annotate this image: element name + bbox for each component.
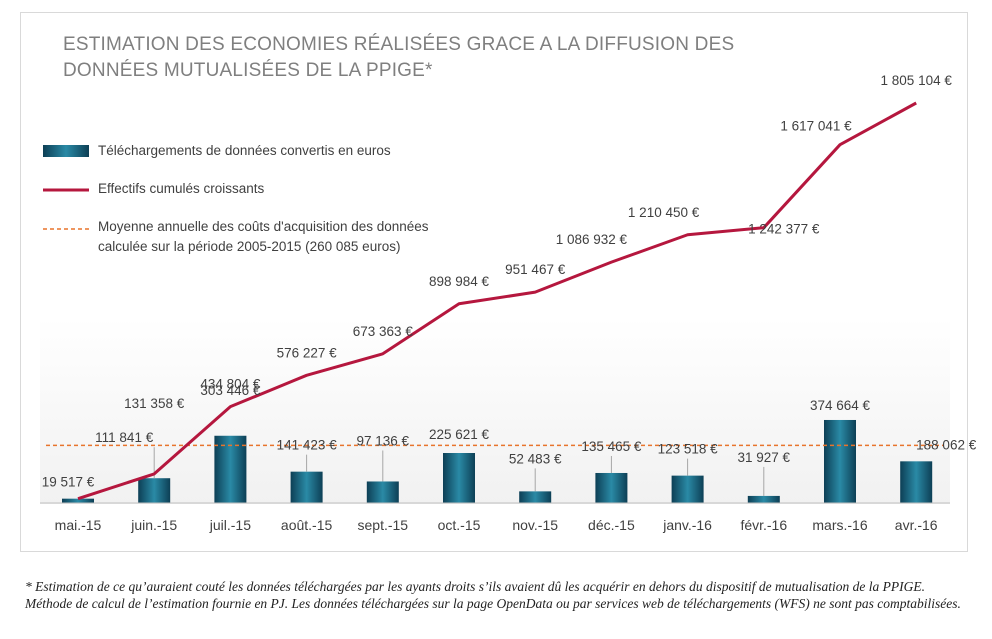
bar-2 (214, 435, 247, 503)
x-tick-label-7: déc.-15 (588, 517, 635, 533)
bar-7 (595, 472, 628, 503)
line-label-10: 1 617 041 € (780, 119, 852, 134)
footnote: * Estimation de ce qu’auraient couté les… (25, 579, 961, 611)
line-label-4: 673 363 € (353, 324, 414, 339)
x-tick-label-4: sept.-15 (358, 517, 409, 533)
legend-label-average-1: Moyenne annuelle des coûts d'acquisition… (98, 219, 429, 234)
x-tick-label-5: oct.-15 (438, 517, 481, 533)
line-labels-group: 131 358 € 434 804 € 576 227 € 673 363 € 898 … (124, 73, 952, 411)
bars-group (62, 419, 933, 503)
legend (43, 145, 89, 230)
x-tick-label-10: mars.-16 (812, 517, 867, 533)
x-tick-label-2: juil.-15 (209, 517, 251, 533)
chart-title-line-2: DONNÉES MUTUALISÉES DE LA PPIGE* (63, 60, 433, 81)
bar-0 (62, 498, 94, 503)
x-tick-label-8: janv.-16 (662, 517, 712, 533)
bar-8 (671, 475, 704, 503)
line-label-7: 1 086 932 € (556, 232, 628, 247)
x-tick-label-11: avr.-16 (895, 517, 938, 533)
legend-label-average-2: calculée sur la période 2005-2015 (260 0… (98, 239, 401, 254)
x-tick-labels-group: mai.-15 juin.-15 juil.-15 août.-15 sept.-15 o… (55, 517, 938, 533)
bar-11 (900, 461, 933, 503)
line-label-11: 1 805 104 € (881, 73, 953, 88)
x-tick-label-1: juin.-15 (130, 517, 177, 533)
bar-label-7: 135 465 € (581, 439, 642, 454)
legend-bar-swatch (43, 145, 89, 157)
bar-labels-group: 19 517 € 111 841 € 303 446 € 141 423 € 97 13… (42, 383, 977, 490)
bar-label-9: 31 927 € (738, 450, 791, 465)
bar-10 (824, 419, 856, 503)
bar-6 (519, 491, 552, 503)
bar-label-5: 225 621 € (429, 427, 490, 442)
legend-label-line: Effectifs cumulés croissants (98, 181, 265, 196)
bar-9 (747, 495, 780, 503)
line-label-2: 434 804 € (200, 377, 261, 392)
x-tick-label-3: août.-15 (281, 517, 333, 533)
x-tick-label-0: mai.-15 (55, 517, 102, 533)
x-tick-label-6: nov.-15 (512, 517, 558, 533)
legend-label-bars: Téléchargements de données convertis en … (98, 143, 391, 158)
line-label-6: 951 467 € (505, 262, 566, 277)
cumulative-line (77, 101, 917, 501)
bar-label-2: 303 446 € (200, 383, 261, 398)
bar-label-0: 19 517 € (42, 475, 95, 490)
bar-4 (366, 481, 399, 503)
bar-label-11: 188 062 € (916, 437, 977, 452)
line-label-3: 576 227 € (277, 345, 338, 360)
bar-5 (443, 453, 475, 503)
bar-label-8: 123 518 € (658, 442, 719, 457)
plot-area-background (40, 318, 950, 504)
bar-label-1: 111 841 € (95, 430, 154, 445)
line-label-1: 131 358 € (124, 396, 185, 411)
x-tick-label-9: févr.-16 (740, 517, 787, 533)
line-label-8: 1 210 450 € (628, 205, 700, 220)
bar-label-4: 97 136 € (357, 433, 410, 448)
bar-1 (138, 478, 171, 503)
bar-label-6: 52 483 € (509, 451, 562, 466)
bar-label-3: 141 423 € (277, 438, 338, 453)
line-label-5: 898 984 € (429, 274, 490, 289)
bar-3 (290, 471, 323, 503)
chart-title-line-1: ESTIMATION DES ECONOMIES RÉALISÉES GRACE… (63, 34, 735, 55)
bar-label-10: 374 664 € (810, 398, 871, 413)
line-label-9: 1 242 377 € (748, 222, 820, 237)
chart-svg: 19 517 € 111 841 € 303 446 € 141 423 € 97 13… (40, 73, 977, 533)
